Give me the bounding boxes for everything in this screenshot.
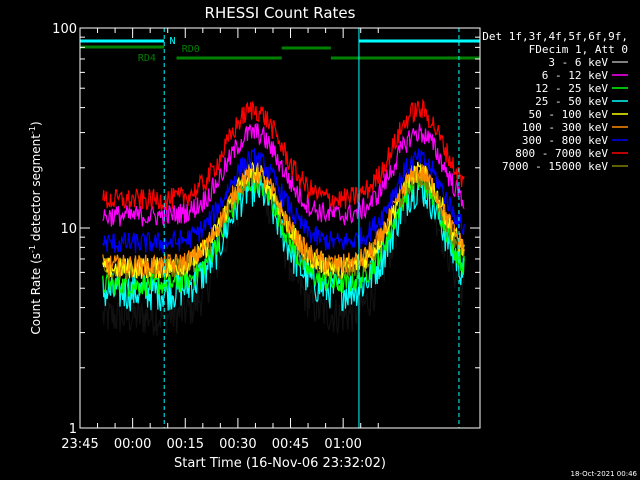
legend-label-1: 6 - 12 keV (542, 69, 609, 82)
series-line-8 (102, 98, 465, 211)
legend-label-5: 100 - 300 keV (522, 121, 608, 134)
y-tick-label-2: 100 (52, 22, 77, 37)
x-tick-label-4: 00:45 (272, 437, 309, 452)
legend-label-4: 50 - 100 keV (529, 108, 609, 121)
legend-label-3: 25 - 50 keV (535, 95, 608, 108)
series-line-7 (102, 123, 465, 227)
x-tick-label-5: 01:00 (324, 437, 361, 452)
rd4-label: RD4 (138, 53, 156, 64)
n-label: N (169, 36, 175, 47)
legend-label-8: 7000 - 15000 keV (502, 160, 608, 173)
x-tick-label-2: 00:15 (167, 437, 204, 452)
x-tick-label-3: 00:30 (219, 437, 256, 452)
series-line-3 (102, 166, 465, 281)
legend-label-0: 3 - 6 keV (548, 56, 608, 69)
y-tick-label-0: 1 (69, 422, 77, 437)
series-line-2 (102, 172, 465, 298)
plot-series-group (102, 98, 465, 337)
footer-timestamp: 18-Oct-2021 00:46 (571, 470, 638, 478)
x-tick-label-0: 23:45 (61, 437, 98, 452)
legend-label-6: 300 - 800 keV (522, 134, 608, 147)
plot-annotations-group: N RD0 RD4 (80, 28, 480, 428)
rd0-label: RD0 (182, 44, 200, 55)
series-line-1 (102, 167, 465, 312)
chart-title: RHESSI Count Rates (205, 4, 356, 22)
plot-axes-group: 1 10 100 23:45 00:00 00:15 00:30 00:45 01:00 (52, 22, 481, 452)
x-tick-label-1: 00:00 (114, 437, 151, 452)
y-tick-label-1: 10 (60, 222, 77, 237)
series-line-5 (102, 162, 465, 279)
legend-header-0: Det 1f,3f,4f,5f,6f,9f, (482, 30, 628, 43)
legend-label-7: 800 - 7000 keV (515, 147, 608, 160)
legend-label-2: 12 - 25 keV (535, 82, 608, 95)
x-axis-label: Start Time (16-Nov-06 23:32:02) (174, 456, 386, 471)
y-axis-label: Count Rate (s-1 detector segment-1) (28, 121, 43, 334)
legend: Det 1f,3f,4f,5f,6f,9f,FDecim 1, Att 03 -… (482, 30, 628, 173)
series-line-6 (102, 147, 465, 254)
legend-header-1: FDecim 1, Att 0 (529, 43, 628, 56)
